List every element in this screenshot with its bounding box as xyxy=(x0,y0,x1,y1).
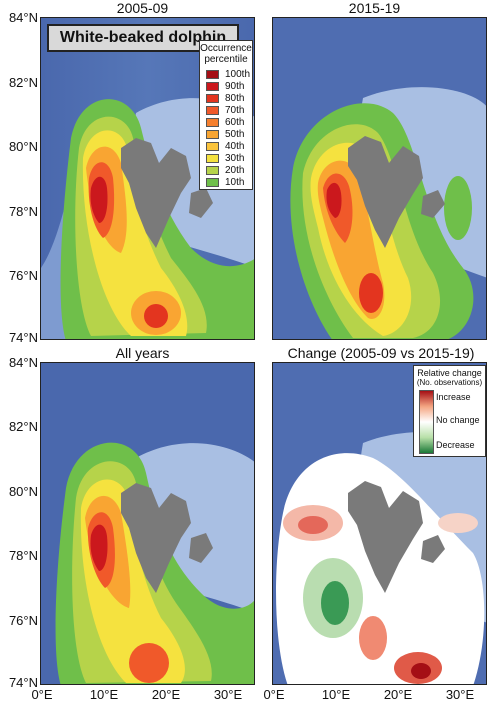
panel-title-all-years: All years xyxy=(115,345,170,361)
panel-title-2005-09: 2005-09 xyxy=(116,0,169,16)
x-tick-10-right: 10°E xyxy=(321,687,351,702)
legend-row-100th: 100th xyxy=(200,68,252,80)
y-tick-74-top: 74°N xyxy=(8,330,38,345)
change-legend-decrease: Decrease xyxy=(436,440,475,450)
legend-row-60th: 60th xyxy=(200,116,252,128)
map-panel-2015-19 xyxy=(272,17,487,340)
change-legend-subtitle: (No. observations) xyxy=(416,378,483,387)
y-tick-78-top: 78°N xyxy=(8,204,38,219)
change-legend-title: Relative change xyxy=(417,368,482,378)
svalbard-land xyxy=(121,483,213,593)
change-legend: Relative change (No. observations) Incre… xyxy=(413,365,486,457)
x-tick-10-left: 10°E xyxy=(89,687,119,702)
occurrence-90th xyxy=(90,524,108,571)
x-tick-20-right: 20°E xyxy=(383,687,413,702)
occurrence-south-hotspot xyxy=(129,643,169,683)
occurrence-90th xyxy=(90,176,108,223)
legend-row-70th: 70th xyxy=(200,104,252,116)
y-tick-82-top: 82°N xyxy=(8,75,38,90)
legend-row-10th: 10th xyxy=(200,176,252,188)
occurrence-south-core xyxy=(359,273,383,313)
panel-title-change: Change (2005-09 vs 2015-19) xyxy=(287,345,475,361)
y-tick-76-top: 76°N xyxy=(8,268,38,283)
y-tick-80-bottom: 80°N xyxy=(8,484,38,499)
change-increase-nw-core xyxy=(298,516,328,534)
change-decrease-core xyxy=(321,581,349,625)
map-panel-2005-09: White-beaked dolphin Occurrence percenti… xyxy=(40,17,255,340)
x-tick-30-right: 30°E xyxy=(445,687,475,702)
legend-row-40th: 40th xyxy=(200,140,252,152)
y-tick-76-bottom: 76°N xyxy=(8,613,38,628)
svalbard-land xyxy=(348,481,445,593)
map-panel-all-years xyxy=(40,362,255,685)
y-tick-78-bottom: 78°N xyxy=(8,548,38,563)
legend-title-line2: percentile xyxy=(204,54,248,65)
legend-row-20th: 20th xyxy=(200,164,252,176)
change-increase-se-core xyxy=(411,663,431,679)
y-tick-74-bottom: 74°N xyxy=(8,675,38,690)
occurrence-south-core xyxy=(144,304,168,328)
x-tick-0-right: 0°E xyxy=(263,687,285,702)
legend-row-50th: 50th xyxy=(200,128,252,140)
y-tick-80-top: 80°N xyxy=(8,139,38,154)
x-tick-20-left: 20°E xyxy=(151,687,181,702)
change-color-ramp xyxy=(419,390,434,454)
occurrence-90th xyxy=(326,182,342,218)
svalbard-land xyxy=(121,138,213,248)
map-panel-change: Relative change (No. observations) Incre… xyxy=(272,362,487,685)
legend-row-90th: 90th xyxy=(200,80,252,92)
occurrence-legend: Occurrence percentile 100th 90th 80th 70… xyxy=(199,40,253,190)
y-tick-84-bottom: 84°N xyxy=(8,355,38,370)
y-tick-82-bottom: 82°N xyxy=(8,419,38,434)
y-tick-84-top: 84°N xyxy=(8,10,38,25)
change-increase-south xyxy=(359,616,387,660)
change-slight-increase-ne xyxy=(438,513,478,533)
x-tick-0-left: 0°E xyxy=(31,687,53,702)
legend-title-line1: Occurrence xyxy=(200,43,252,54)
x-tick-30-left: 30°E xyxy=(213,687,243,702)
legend-row-80th: 80th xyxy=(200,92,252,104)
panel-title-2015-19: 2015-19 xyxy=(348,0,401,16)
legend-row-30th: 30th xyxy=(200,152,252,164)
change-legend-increase: Increase xyxy=(436,392,471,402)
svalbard-land xyxy=(348,136,445,248)
occurrence-east-patch xyxy=(444,176,472,240)
change-legend-no-change: No change xyxy=(436,415,480,425)
